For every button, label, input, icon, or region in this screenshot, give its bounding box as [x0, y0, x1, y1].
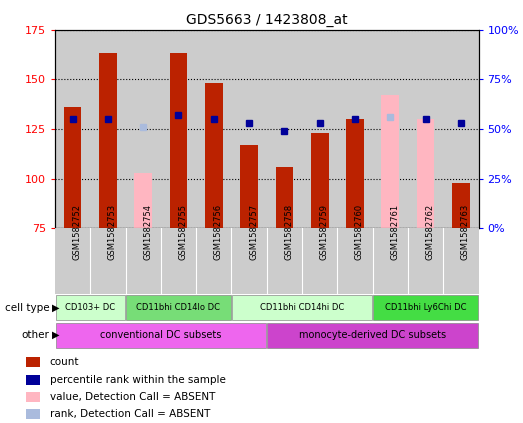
Bar — [346, 119, 364, 228]
Bar — [90, 228, 126, 294]
Bar — [26, 357, 40, 367]
Text: GSM1582758: GSM1582758 — [285, 203, 293, 260]
Text: CD11bhi CD14lo DC: CD11bhi CD14lo DC — [137, 303, 221, 312]
Bar — [417, 119, 435, 228]
Bar — [337, 30, 372, 228]
Text: GSM1582754: GSM1582754 — [143, 204, 152, 260]
Bar — [302, 228, 337, 294]
Bar — [169, 53, 187, 228]
Bar — [90, 30, 126, 228]
Text: other: other — [22, 330, 50, 340]
Text: GSM1582760: GSM1582760 — [355, 203, 364, 260]
Bar — [196, 30, 231, 228]
Bar — [126, 295, 231, 320]
Text: percentile rank within the sample: percentile rank within the sample — [50, 375, 225, 385]
Bar — [26, 392, 40, 402]
Bar — [64, 107, 82, 228]
Text: GSM1582757: GSM1582757 — [249, 203, 258, 260]
Bar — [126, 30, 161, 228]
Text: GSM1582755: GSM1582755 — [178, 204, 187, 260]
Bar — [311, 133, 328, 228]
Text: CD103+ DC: CD103+ DC — [65, 303, 115, 312]
Bar — [205, 83, 223, 228]
Bar — [99, 53, 117, 228]
Bar — [267, 30, 302, 228]
Text: value, Detection Call = ABSENT: value, Detection Call = ABSENT — [50, 392, 215, 402]
Bar — [276, 167, 293, 228]
Bar — [55, 30, 90, 228]
Bar — [267, 323, 478, 348]
Bar — [231, 228, 267, 294]
Bar — [443, 228, 479, 294]
Text: GSM1582753: GSM1582753 — [108, 203, 117, 260]
Text: CD11bhi Ly6Chi DC: CD11bhi Ly6Chi DC — [385, 303, 467, 312]
Bar — [161, 30, 196, 228]
Text: cell type: cell type — [5, 303, 50, 313]
Text: ▶: ▶ — [52, 303, 60, 313]
Text: count: count — [50, 357, 79, 367]
Bar — [337, 228, 372, 294]
Title: GDS5663 / 1423808_at: GDS5663 / 1423808_at — [186, 13, 348, 27]
Bar — [134, 173, 152, 228]
Bar — [55, 228, 90, 294]
Bar — [372, 228, 408, 294]
Text: GSM1582762: GSM1582762 — [426, 203, 435, 260]
Bar — [26, 409, 40, 419]
Bar — [240, 145, 258, 228]
Text: CD11bhi CD14hi DC: CD11bhi CD14hi DC — [260, 303, 344, 312]
Bar — [232, 295, 372, 320]
Text: ▶: ▶ — [52, 330, 60, 340]
Text: GSM1582763: GSM1582763 — [461, 203, 470, 260]
Text: GSM1582752: GSM1582752 — [73, 204, 82, 260]
Bar — [408, 228, 443, 294]
Bar — [452, 183, 470, 228]
Bar — [373, 295, 478, 320]
Bar — [443, 30, 479, 228]
Bar — [372, 30, 408, 228]
Bar — [161, 228, 196, 294]
Bar — [55, 295, 125, 320]
Text: monocyte-derived DC subsets: monocyte-derived DC subsets — [299, 330, 446, 340]
Text: GSM1582756: GSM1582756 — [214, 203, 223, 260]
Bar — [302, 30, 337, 228]
Text: GSM1582761: GSM1582761 — [390, 203, 399, 260]
Bar — [55, 323, 266, 348]
Text: rank, Detection Call = ABSENT: rank, Detection Call = ABSENT — [50, 409, 210, 419]
Bar — [267, 228, 302, 294]
Bar — [26, 375, 40, 385]
Bar — [381, 95, 399, 228]
Bar — [196, 228, 231, 294]
Bar — [126, 228, 161, 294]
Bar — [408, 30, 443, 228]
Bar — [231, 30, 267, 228]
Text: conventional DC subsets: conventional DC subsets — [100, 330, 222, 340]
Text: GSM1582759: GSM1582759 — [320, 204, 328, 260]
